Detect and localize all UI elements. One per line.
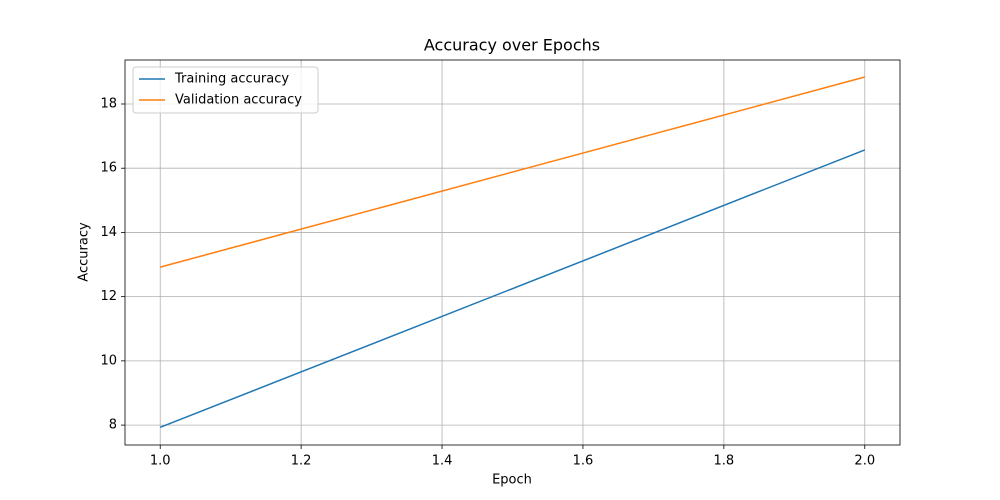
y-axis-label: Accuracy <box>77 222 92 282</box>
chart-title: Accuracy over Epochs <box>424 36 600 55</box>
x-tick-label: 2.0 <box>854 454 875 469</box>
x-tick-label: 1.4 <box>432 454 453 469</box>
y-tick-label: 16 <box>100 161 117 176</box>
x-tick-label: 1.2 <box>291 454 312 469</box>
x-tick-label: 1.0 <box>150 454 171 469</box>
x-tick-label: 1.8 <box>714 454 735 469</box>
data-line <box>159 149 866 429</box>
y-tick-label: 18 <box>100 96 117 111</box>
grid: 1.0 1.2 1.4 1.6 1.8 2.0 8 10 12 14 16 18 <box>100 60 900 469</box>
y-tick-label: 14 <box>100 225 117 240</box>
axes-frame <box>124 59 901 446</box>
legend-box <box>132 66 319 114</box>
y-tick-label: 12 <box>100 289 117 304</box>
x-axis-label: Epoch <box>492 473 532 488</box>
data-line <box>160 76 865 268</box>
legend-label: Validation accuracy <box>175 93 302 108</box>
y-tick-label: 8 <box>109 418 117 433</box>
x-tick-label: 1.6 <box>573 454 594 469</box>
y-tick-label: 10 <box>100 353 117 368</box>
legend: Training accuracy Validation accuracy <box>132 66 319 114</box>
legend-label: Training accuracy <box>174 72 289 87</box>
lines <box>159 76 866 429</box>
